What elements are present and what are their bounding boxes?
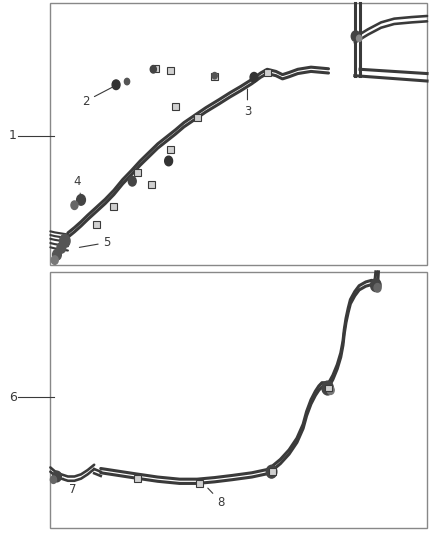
Circle shape [266,465,277,478]
Circle shape [371,279,381,292]
Circle shape [71,201,78,209]
Bar [134,475,141,482]
Bar [50,272,427,528]
Bar [172,103,179,110]
Bar [134,169,141,176]
Bar [196,480,203,487]
Circle shape [112,80,120,90]
Circle shape [53,249,61,260]
Circle shape [351,31,360,42]
Circle shape [322,381,333,395]
Bar [167,146,174,152]
Bar [148,181,155,188]
Bar [93,221,100,228]
Circle shape [327,386,334,394]
Bar [269,468,276,474]
Circle shape [77,195,85,205]
Circle shape [165,156,173,166]
Text: 6: 6 [9,391,17,403]
Circle shape [53,471,61,482]
Bar [194,114,201,120]
Circle shape [150,66,156,73]
Circle shape [212,72,217,79]
Circle shape [357,35,362,42]
Circle shape [50,476,57,483]
Circle shape [128,176,136,186]
Text: 5: 5 [79,236,111,249]
Bar [152,65,159,72]
Text: 3: 3 [244,89,251,118]
Text: 7: 7 [63,478,76,496]
Text: 2: 2 [81,86,113,108]
Circle shape [57,243,66,253]
Bar [264,69,271,76]
Circle shape [60,235,70,247]
Bar [110,203,117,210]
Bar [50,3,427,265]
Text: 8: 8 [208,488,225,508]
Bar [325,385,332,391]
Text: 1: 1 [9,130,17,142]
Text: 4: 4 [73,175,81,193]
Circle shape [374,284,381,292]
Circle shape [250,72,258,82]
Bar [211,73,218,80]
Circle shape [51,256,58,264]
Circle shape [124,78,130,85]
Bar [167,67,174,74]
